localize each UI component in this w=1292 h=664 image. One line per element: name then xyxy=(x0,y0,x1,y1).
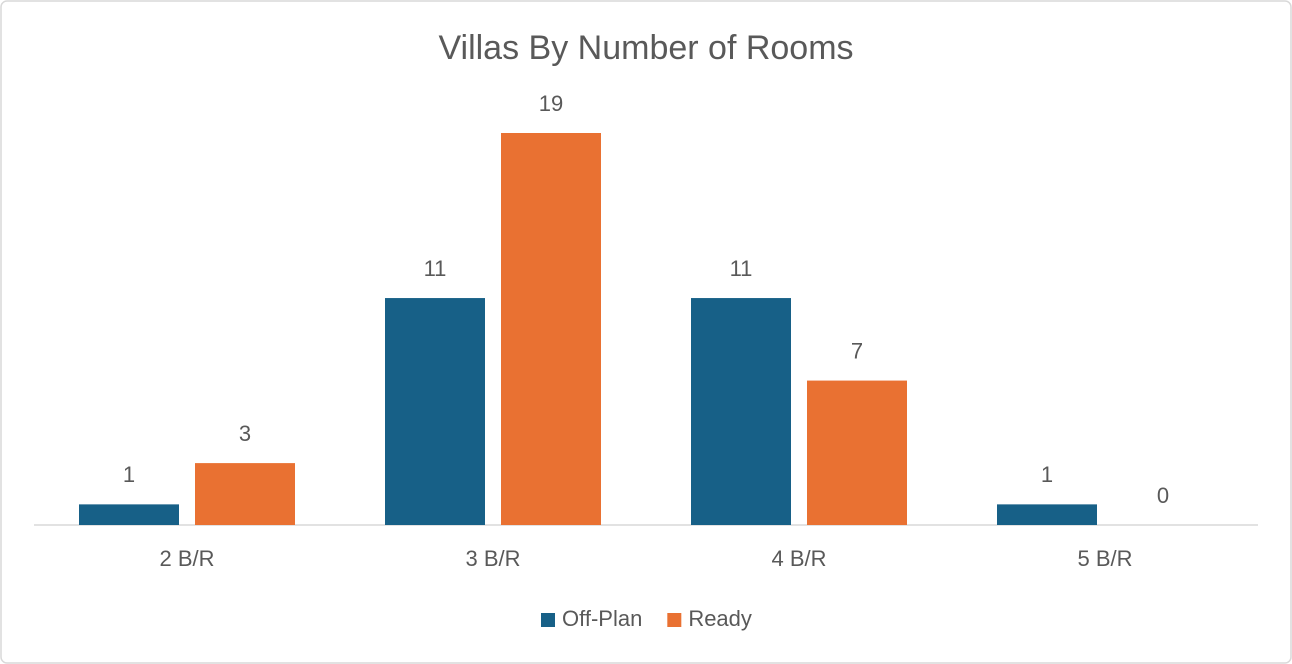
bar xyxy=(691,298,791,525)
chart-title: Villas By Number of Rooms xyxy=(438,29,853,67)
data-label: 19 xyxy=(539,91,563,116)
x-tick-label: 4 B/R xyxy=(771,546,826,571)
legend-label: Ready xyxy=(688,606,752,631)
data-label: 1 xyxy=(1041,462,1053,487)
legend-swatch xyxy=(541,613,555,627)
data-label: 3 xyxy=(239,421,251,446)
data-label: 0 xyxy=(1157,483,1169,508)
legend-label: Off-Plan xyxy=(562,606,642,631)
bar xyxy=(807,380,907,525)
bar xyxy=(385,298,485,525)
bar xyxy=(501,133,601,525)
x-tick-label: 3 B/R xyxy=(465,546,520,571)
bar xyxy=(195,463,295,525)
bar xyxy=(79,504,179,525)
legend-swatch xyxy=(667,613,682,627)
x-tick-label: 5 B/R xyxy=(1077,546,1132,571)
data-label: 11 xyxy=(424,256,447,281)
data-label: 7 xyxy=(851,338,863,363)
bar xyxy=(997,504,1097,525)
x-tick-label: 2 B/R xyxy=(159,546,214,571)
data-label: 1 xyxy=(123,462,135,487)
data-label: 11 xyxy=(730,256,753,281)
